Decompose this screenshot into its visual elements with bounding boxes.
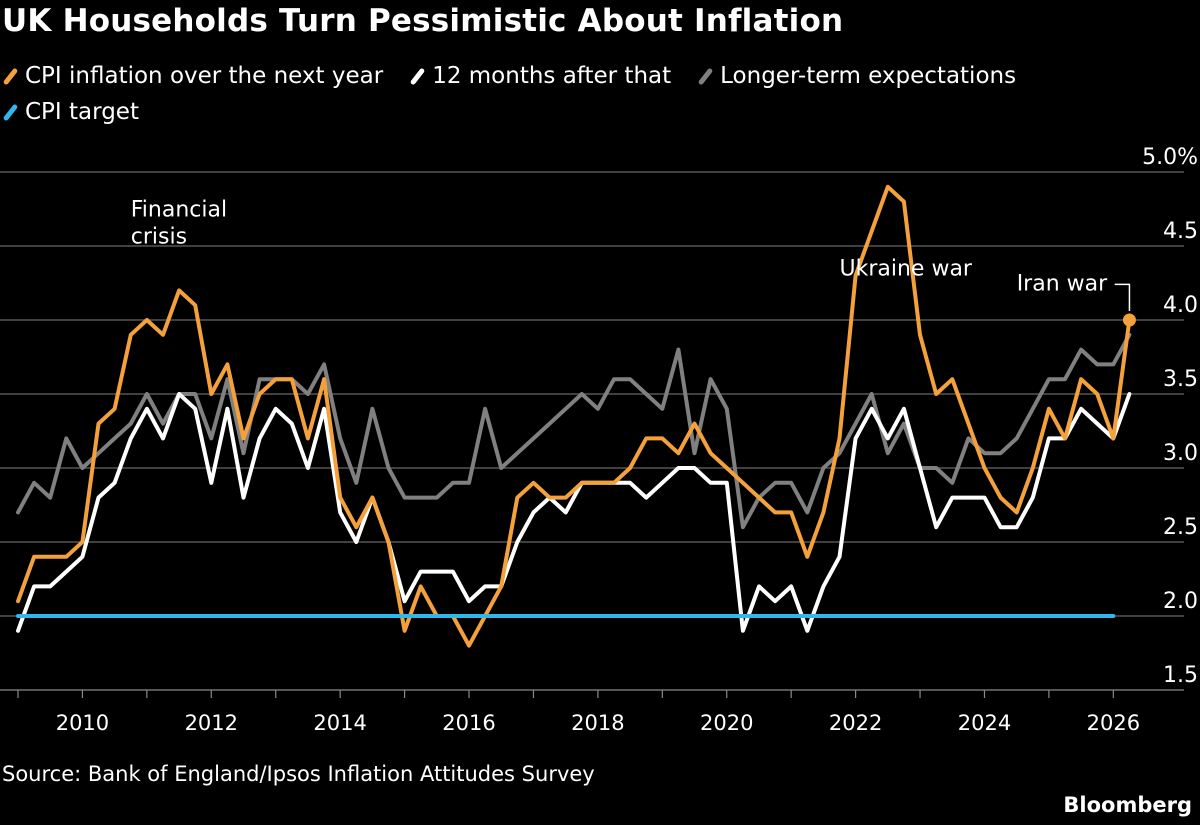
x-tick-label: 2014 [313,711,366,735]
annotation-iran-war: Iran war [1017,271,1136,327]
y-tick-label: 4.5 [1163,219,1198,244]
annotation-text: Ukraine war [840,257,973,282]
chart-title: UK Households Turn Pessimistic About Inf… [2,3,844,39]
x-tick-label: 2016 [442,711,495,735]
y-tick-label: 2.5 [1163,515,1198,540]
legend-item-12-months-after-that: 12 months after that [409,60,671,93]
legend-item-cpi-target: CPI target [2,96,139,129]
legend: CPI inflation over the next year 12 month… [2,60,1192,132]
legend-label: CPI inflation over the next year [25,63,384,89]
x-tick-label: 2024 [958,711,1011,735]
y-tick-label: 2.0 [1163,589,1198,614]
y-tick-label: 4.0 [1163,293,1198,318]
x-tick-label: 2012 [185,711,238,735]
x-tick-label: 2010 [56,711,109,735]
series-line-cpi-inflation-over-the-next-year [16,184,1132,648]
x-tick-label: 2026 [1087,711,1140,735]
series-line-longer-term-expectations [16,332,1132,530]
y-tick-label: 1.5 [1163,663,1198,688]
annotation-text: Financial [131,197,227,222]
x-tick-label: 2018 [571,711,624,735]
annotation-text: crisis [131,224,187,249]
legend-label: 12 months after that [432,63,672,89]
annotation-ukraine-war: Ukraine war [840,257,973,282]
annotation-leader [1114,283,1131,311]
series-line-12-months-after-that [16,392,1132,633]
source-note: Source: Bank of England/Ipsos Inflation … [2,762,595,786]
annotation-marker [1122,313,1136,327]
x-tick-label: 2020 [700,711,753,735]
annotation-text: Iran war [1017,271,1108,296]
legend-item-longer-term-expectations: Longer-term expectations [697,60,1016,93]
y-tick-label: 5.0% [1142,145,1198,170]
y-tick-label: 3.0 [1163,441,1198,466]
legend-label: Longer-term expectations [720,63,1017,89]
brand-logo: Bloomberg [1063,793,1192,817]
legend-label: CPI target [25,99,139,125]
x-tick-label: 2022 [829,711,882,735]
y-tick-label: 3.5 [1163,367,1198,392]
legend-item-cpi-inflation-over-the-next-year: CPI inflation over the next year [2,60,383,93]
